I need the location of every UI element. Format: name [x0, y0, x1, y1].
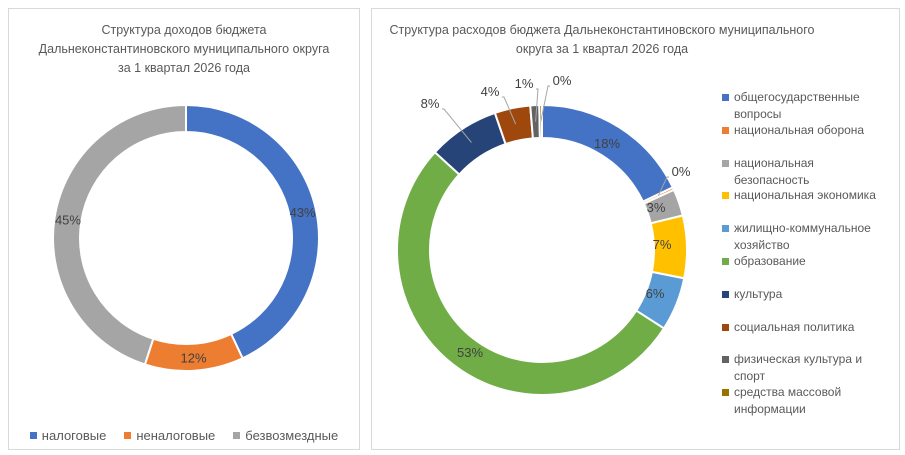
data-label: 6% — [646, 286, 665, 301]
legend-label: безвозмездные — [245, 428, 339, 443]
legend-swatch — [722, 192, 729, 200]
slice-0 — [185, 103, 320, 360]
legend-item: средства массовой информации — [722, 384, 892, 418]
legend-swatch — [722, 126, 729, 134]
title-line: округа за 1 квартал 2026 года — [515, 42, 689, 56]
data-label: 12% — [180, 350, 206, 365]
expense-chart-title: Структура расходов бюджета Дальнеконстан… — [372, 21, 832, 59]
legend-swatch — [29, 432, 37, 439]
legend-item: неналоговые — [124, 428, 215, 443]
slice-0 — [541, 103, 675, 203]
data-label: 18% — [594, 136, 620, 151]
legend-label: средства массовой информации — [734, 385, 842, 417]
data-label: 1% — [515, 76, 534, 91]
legend-item: социальная политика — [722, 319, 892, 336]
legend-swatch — [124, 432, 132, 439]
leader-line — [540, 85, 550, 122]
data-label: 8% — [421, 96, 440, 111]
legend-item: культура — [722, 286, 892, 303]
legend-label: неналоговые — [136, 428, 216, 443]
income-donut: 43% 12% 45% — [52, 103, 320, 372]
data-label: 0% — [553, 73, 572, 88]
data-label: 3% — [647, 200, 666, 215]
leader-line — [535, 88, 539, 122]
expense-donut: 18% 0% 3% 7% 6% 53% 8% 4% 1% 0% — [396, 73, 691, 396]
legend-item: образование — [722, 253, 892, 270]
slice-2 — [52, 103, 187, 366]
legend-swatch — [722, 94, 729, 101]
legend-swatch — [722, 323, 729, 331]
income-chart-panel: Структура доходов бюджета Дальнеконстант… — [8, 8, 360, 450]
slice-9 — [538, 103, 543, 140]
legend-item: жилищно-коммунальное хозяйство — [722, 220, 892, 254]
expense-chart-panel: Структура расходов бюджета Дальнеконстан… — [371, 8, 900, 450]
legend-item: налоговые — [29, 428, 107, 443]
data-label: 4% — [481, 84, 500, 99]
data-label: 45% — [55, 212, 81, 227]
legend-label: культура — [734, 286, 783, 301]
data-label: 0% — [672, 164, 691, 179]
title-line: Структура доходов бюджета — [101, 23, 267, 37]
leader-line — [657, 176, 669, 196]
legend-label: национальная экономика — [734, 188, 876, 203]
legend-item: национальная безопасность — [722, 155, 892, 189]
legend-swatch — [722, 225, 729, 233]
legend-label: жилищно-коммунальное хозяйство — [734, 221, 871, 253]
legend-label: социальная политика — [734, 319, 855, 334]
title-line: Структура расходов бюджета Дальнеконстан… — [389, 23, 815, 37]
data-label: 53% — [457, 345, 483, 360]
legend-swatch — [722, 356, 729, 364]
slice-5 — [396, 150, 666, 396]
leader-line — [442, 108, 472, 143]
legend-item: безвозмездные — [233, 428, 338, 443]
legend-item: общегосударственные вопросы — [722, 89, 892, 123]
title-line: Дальнеконстантиновского муниципального о… — [38, 42, 330, 56]
legend-item: национальная оборона — [722, 122, 892, 139]
data-label: 43% — [290, 205, 316, 220]
legend-label: налоговые — [41, 428, 107, 443]
leader-line — [502, 96, 517, 125]
legend-swatch — [722, 290, 729, 298]
income-chart-title: Структура доходов бюджета Дальнеконстант… — [9, 21, 359, 78]
income-legend: налоговые неналоговые безвозмездные — [9, 428, 359, 443]
legend-label: общегосударственные вопросы — [734, 90, 860, 121]
legend-label: физическая культура и спорт — [734, 352, 863, 384]
legend-label: национальная безопасность — [734, 155, 814, 187]
legend-swatch — [722, 258, 729, 265]
legend-swatch — [722, 389, 729, 397]
legend-swatch — [233, 432, 241, 439]
legend-item: физическая культура и спорт — [722, 351, 892, 385]
legend-label: национальная оборона — [734, 122, 865, 137]
title-line: за 1 квартал 2026 года — [118, 61, 250, 75]
legend-swatch — [722, 159, 729, 167]
data-label: 7% — [653, 237, 672, 252]
legend-label: образование — [734, 254, 806, 268]
legend-item: национальная экономика — [722, 187, 892, 204]
